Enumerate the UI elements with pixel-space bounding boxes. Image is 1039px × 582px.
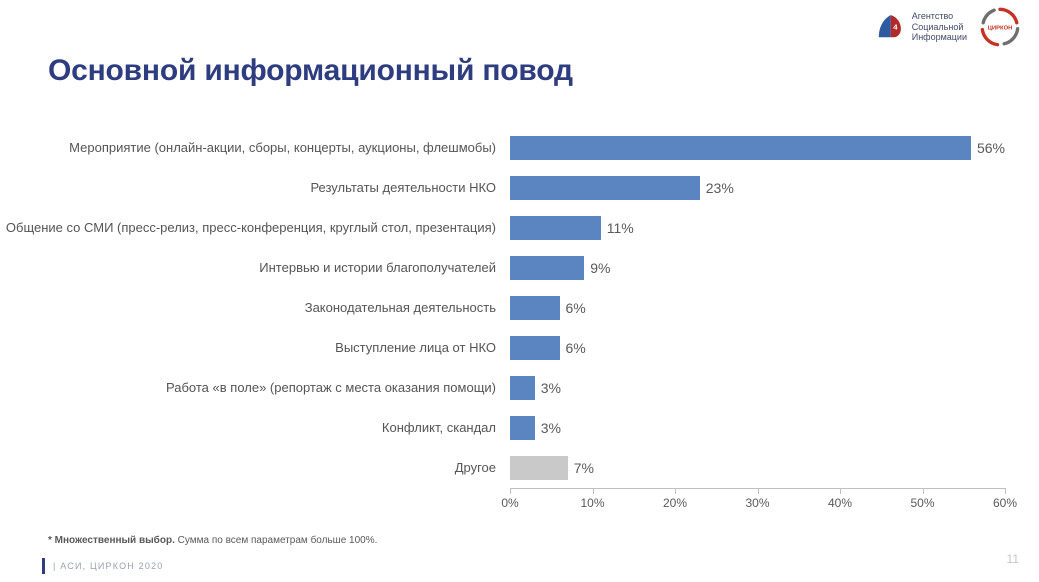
bar [510,376,535,400]
axis-tick-label: 0% [501,496,518,510]
bar [510,416,535,440]
footer-rule [42,558,45,574]
footer: | АСИ, ЦИРКОН 2020 [42,558,164,574]
bar [510,456,568,480]
page-number: 11 [1007,552,1019,566]
circon-logo: ЦИРКОН [979,6,1021,48]
value-label: 3% [541,380,561,396]
axis-tick-label: 60% [993,496,1017,510]
bar [510,136,971,160]
bar [510,336,560,360]
value-label: 11% [607,220,634,236]
asi-logo: 4 Агентство Социальной Информации [872,10,967,44]
category-label: Интервью и истории благополучателей [0,260,510,276]
axis-tick-label: 10% [580,496,604,510]
chart-row: Выступление лица от НКО 6% [0,328,1039,368]
asi-logo-icon: 4 [872,10,906,44]
bar-col: 3% [510,408,1005,448]
footnote-rest: Сумма по всем параметрам больше 100%. [175,535,378,546]
footnote: * Множественный выбор. Сумма по всем пар… [48,535,377,546]
value-label: 9% [590,260,610,276]
chart-row: Другое 7% [0,448,1039,488]
header-logos: 4 Агентство Социальной Информации ЦИРКОН [872,6,1021,48]
chart-row: Интервью и истории благополучателей 9% [0,248,1039,288]
bar-col: 7% [510,448,1005,488]
value-label: 6% [566,300,586,316]
asi-line2: Социальной [912,22,967,32]
asi-line3: Информации [912,32,967,42]
chart-row: Общение со СМИ (пресс-релиз, пресс-конфе… [0,208,1039,248]
category-label: Результаты деятельности НКО [0,180,510,196]
bar-col: 11% [510,208,1005,248]
chart-row: Законодательная деятельность 6% [0,288,1039,328]
chart-area: Мероприятие (онлайн-акции, сборы, концер… [0,128,1039,518]
bar-col: 6% [510,328,1005,368]
bar-col: 3% [510,368,1005,408]
value-label: 56% [977,140,1005,156]
bar-col: 23% [510,168,1005,208]
bar [510,176,700,200]
bar-col: 6% [510,288,1005,328]
chart-row: Работа «в поле» (репортаж с места оказан… [0,368,1039,408]
axis-tick-label: 20% [663,496,687,510]
footnote-bold: * Множественный выбор. [48,535,175,546]
axis-tick-label: 40% [828,496,852,510]
value-label: 3% [541,420,561,436]
asi-line1: Агентство [912,11,967,21]
axis-tick-label: 50% [910,496,934,510]
svg-text:ЦИРКОН: ЦИРКОН [988,26,1013,32]
bar [510,256,584,280]
category-label: Другое [0,460,510,476]
category-label: Конфликт, скандал [0,420,510,436]
bar-col: 56% [510,128,1005,168]
axis-tick-label: 30% [745,496,769,510]
value-label: 23% [706,180,734,196]
category-label: Работа «в поле» (репортаж с места оказан… [0,380,510,396]
bar-col: 9% [510,248,1005,288]
page-title: Основной информационный повод [48,54,573,88]
chart-row: Конфликт, скандал 3% [0,408,1039,448]
asi-logo-text: Агентство Социальной Информации [912,11,967,42]
category-label: Мероприятие (онлайн-акции, сборы, концер… [0,140,510,156]
x-axis: 0%10%20%30%40%50%60% [510,488,1005,518]
value-label: 7% [574,460,594,476]
bar [510,216,601,240]
category-label: Законодательная деятельность [0,300,510,316]
category-label: Выступление лица от НКО [0,340,510,356]
chart-row: Результаты деятельности НКО 23% [0,168,1039,208]
chart-row: Мероприятие (онлайн-акции, сборы, концер… [0,128,1039,168]
bar [510,296,560,320]
value-label: 6% [566,340,586,356]
footer-text: | АСИ, ЦИРКОН 2020 [53,561,164,571]
category-label: Общение со СМИ (пресс-релиз, пресс-конфе… [0,220,510,236]
